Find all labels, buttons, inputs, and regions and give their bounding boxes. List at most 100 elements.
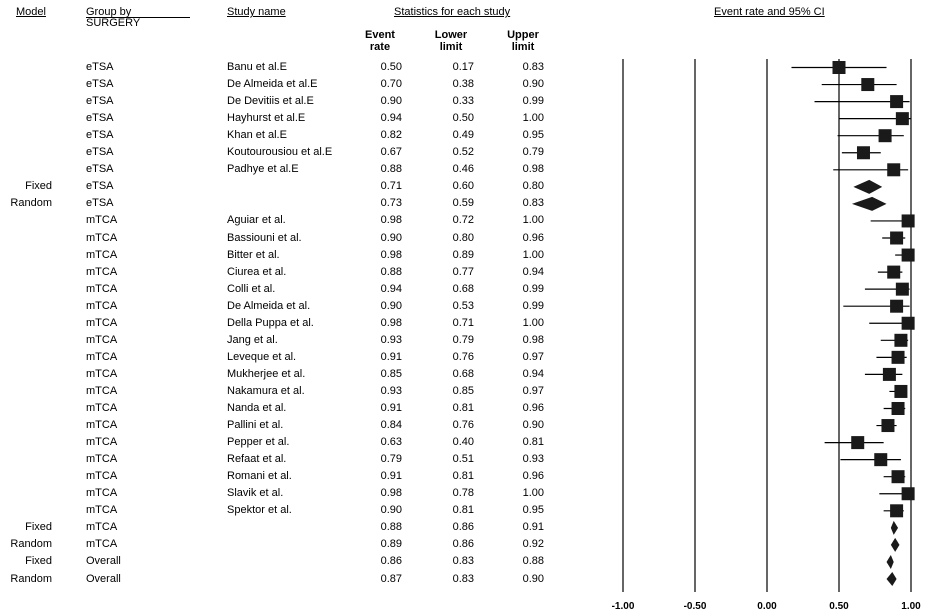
point-estimate-square <box>895 282 909 296</box>
study-name-cell: De Devitiis et al.E <box>227 95 314 108</box>
study-name-cell: Hayhurst et al.E <box>227 112 306 125</box>
event-rate-cell: 0.93 <box>380 333 402 346</box>
upper-limit-cell: 0.97 <box>522 350 544 363</box>
upper-limit-cell: 0.97 <box>522 384 544 397</box>
upper-limit-cell: 0.81 <box>522 436 544 449</box>
event-rate-cell: 0.79 <box>380 453 402 466</box>
table-row: mTCA Pepper et al. 0.63 0.40 0.81 <box>0 434 600 451</box>
group-by-underline <box>86 17 190 18</box>
summary-row: Random Overall 0.87 0.83 0.90 <box>0 571 600 588</box>
lower-limit-cell: 0.53 <box>452 299 474 312</box>
group-cell: eTSA <box>86 163 114 176</box>
group-cell: mTCA <box>86 384 118 397</box>
table-row: eTSA Banu et al.E 0.50 0.17 0.83 <box>0 59 600 76</box>
lower-limit-cell: 0.81 <box>452 402 474 414</box>
upper-limit-header: Upper limit <box>498 29 548 53</box>
table-row: mTCA Leveque et al. 0.91 0.76 0.97 <box>0 349 600 366</box>
x-tick-label: 1.00 <box>901 601 921 612</box>
table-row: eTSA Koutourousiou et al.E 0.67 0.52 0.79 <box>0 144 600 161</box>
group-by-subheader: SURGERY <box>86 17 141 29</box>
group-cell: Overall <box>86 555 121 568</box>
lower-limit-header-line1: Lower <box>434 29 468 41</box>
point-estimate-square <box>881 419 895 433</box>
lower-limit-cell: 0.80 <box>452 231 474 244</box>
lower-limit-cell: 0.76 <box>452 419 474 432</box>
study-name-cell: Nakamura et al. <box>227 384 305 397</box>
upper-limit-cell: 0.99 <box>522 95 544 108</box>
study-name-cell: Koutourousiou et al.E <box>227 146 333 159</box>
table-row: mTCA Pallini et al. 0.84 0.76 0.90 <box>0 417 600 434</box>
event-rate-cell: 0.88 <box>380 163 402 176</box>
upper-limit-cell: 0.94 <box>522 265 544 278</box>
event-rate-cell: 0.90 <box>380 231 402 244</box>
group-cell: mTCA <box>86 350 118 363</box>
study-name-cell: Khan et al.E <box>227 129 287 142</box>
x-tick-label: 0.50 <box>829 601 849 612</box>
group-cell: mTCA <box>86 316 118 329</box>
table-row: mTCA Romani et al. 0.91 0.81 0.96 <box>0 468 600 485</box>
summary-diamond <box>851 196 887 211</box>
upper-limit-cell: 0.83 <box>522 61 544 73</box>
summary-row: Random eTSA 0.73 0.59 0.83 <box>0 195 600 212</box>
table-row: eTSA Hayhurst et al.E 0.94 0.50 1.00 <box>0 110 600 127</box>
table-row: eTSA Padhye et al.E 0.88 0.46 0.98 <box>0 161 600 178</box>
upper-limit-header-line2: limit <box>511 41 535 53</box>
point-estimate-square <box>894 333 908 347</box>
group-cell: mTCA <box>86 299 118 312</box>
event-rate-cell: 0.98 <box>380 487 402 500</box>
x-tick-label: -1.00 <box>612 601 635 612</box>
group-cell: mTCA <box>86 436 118 449</box>
point-estimate-square <box>890 95 904 109</box>
event-rate-cell: 0.90 <box>380 504 402 517</box>
lower-limit-cell: 0.81 <box>452 504 474 517</box>
upper-limit-cell: 0.90 <box>522 572 544 585</box>
study-name-header: Study name <box>227 6 286 18</box>
event-rate-cell: 0.94 <box>380 112 402 125</box>
summary-diamond <box>890 520 899 535</box>
point-estimate-square <box>891 402 905 415</box>
study-name-cell: Pepper et al. <box>227 436 290 449</box>
lower-limit-cell: 0.59 <box>452 197 474 210</box>
event-rate-cell: 0.91 <box>380 350 402 363</box>
model-cell: Random <box>10 572 52 585</box>
event-rate-cell: 0.87 <box>380 572 402 585</box>
model-cell: Fixed <box>25 555 52 568</box>
study-name-cell: Padhye et al.E <box>227 163 299 176</box>
group-cell: mTCA <box>86 333 118 346</box>
lower-limit-cell: 0.85 <box>452 384 474 397</box>
upper-limit-cell: 0.88 <box>522 555 544 568</box>
group-cell: mTCA <box>86 419 118 432</box>
upper-limit-cell: 0.95 <box>522 129 544 142</box>
point-estimate-square <box>851 436 865 450</box>
table-row: mTCA Jang et al. 0.93 0.79 0.98 <box>0 332 600 349</box>
table-row: mTCA Nakamura et al. 0.93 0.85 0.97 <box>0 383 600 400</box>
event-rate-cell: 0.50 <box>380 61 402 73</box>
upper-limit-cell: 1.00 <box>522 316 544 329</box>
upper-limit-cell: 1.00 <box>522 214 544 227</box>
group-cell: mTCA <box>86 231 118 244</box>
event-rate-cell: 0.98 <box>380 248 402 261</box>
point-estimate-square <box>894 384 908 398</box>
event-rate-cell: 0.94 <box>380 282 402 295</box>
event-rate-cell: 0.71 <box>380 180 402 193</box>
summary-diamond <box>886 572 897 586</box>
summary-diamond <box>886 554 894 569</box>
plot-title: Event rate and 95% CI <box>714 6 825 18</box>
table-row: mTCA Spektor et al. 0.90 0.81 0.95 <box>0 502 600 519</box>
lower-limit-cell: 0.50 <box>452 112 474 125</box>
study-name-cell: Ciurea et al. <box>227 265 287 278</box>
lower-limit-cell: 0.51 <box>452 453 474 466</box>
group-cell: mTCA <box>86 504 118 517</box>
study-name-cell: Colli et al. <box>227 282 276 295</box>
upper-limit-cell: 0.99 <box>522 282 544 295</box>
group-cell: eTSA <box>86 180 114 193</box>
summary-row: Fixed Overall 0.86 0.83 0.88 <box>0 553 600 570</box>
study-name-cell: Spektor et al. <box>227 504 292 517</box>
study-name-cell: De Almeida et al. <box>227 299 311 312</box>
lower-limit-cell: 0.77 <box>452 265 474 278</box>
group-by-header: Group by <box>86 6 132 18</box>
table-row: mTCA Mukherjee et al. 0.85 0.68 0.94 <box>0 366 600 383</box>
study-name-cell: Jang et al. <box>227 333 278 346</box>
table-row: mTCA Colli et al. 0.94 0.68 0.99 <box>0 281 600 298</box>
point-estimate-square <box>895 112 909 126</box>
